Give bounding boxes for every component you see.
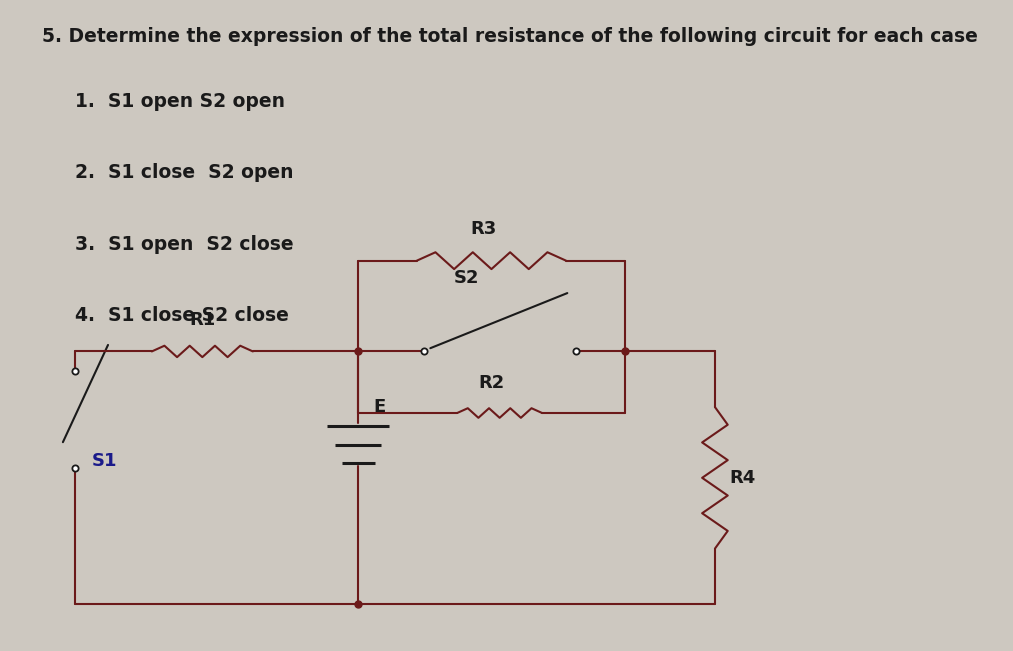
Text: R2: R2 bbox=[478, 374, 504, 393]
Text: 2.  S1 close  S2 open: 2. S1 close S2 open bbox=[75, 163, 294, 182]
Text: S1: S1 bbox=[91, 452, 118, 470]
Text: E: E bbox=[373, 398, 385, 416]
Text: 4.  S1 close S2 close: 4. S1 close S2 close bbox=[75, 306, 289, 325]
Text: R3: R3 bbox=[470, 220, 496, 238]
Text: R4: R4 bbox=[729, 469, 756, 487]
Text: R1: R1 bbox=[189, 311, 216, 329]
Text: 5. Determine the expression of the total resistance of the following circuit for: 5. Determine the expression of the total… bbox=[43, 27, 979, 46]
Text: S2: S2 bbox=[454, 269, 479, 286]
Text: 1.  S1 open S2 open: 1. S1 open S2 open bbox=[75, 92, 286, 111]
Text: 3.  S1 open  S2 close: 3. S1 open S2 close bbox=[75, 235, 294, 254]
